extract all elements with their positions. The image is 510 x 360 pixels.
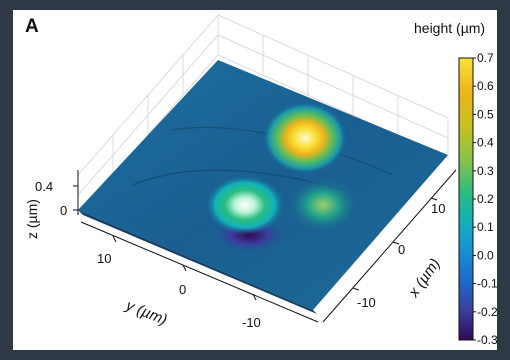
peak-feature-yellow — [263, 102, 347, 174]
colorbar-tick-label: 0.0 — [477, 248, 494, 262]
x-axis-label: x (µm) — [405, 255, 444, 301]
x-tick-label: -10 — [357, 295, 376, 310]
colorbar-tick-label: -0.1 — [477, 277, 497, 291]
peak-feature-small — [287, 177, 359, 233]
colorbar-tick-label: 0.7 — [477, 51, 494, 65]
colorbar-tick-label: -0.3 — [477, 333, 497, 347]
surface-plot: 0.4 0 z (µm) 10 0 -10 y (µm) 10 0 -10 x … — [24, 14, 497, 347]
figure-panel: A height (µm) — [13, 10, 497, 350]
x-axis — [322, 169, 457, 323]
surface — [78, 60, 448, 314]
z-axis — [73, 170, 79, 215]
colorbar-tick-label: 0.2 — [477, 192, 494, 206]
peak-feature-cyan — [205, 175, 285, 235]
colorbar-ticks: 0.7 0.6 0.5 0.4 0.3 0.2 0.1 0.0 -0.1 -0.2 -0.3 — [473, 51, 497, 347]
panel-label: A — [25, 16, 39, 37]
back-wall-grid — [77, 14, 449, 216]
colorbar-title: height (µm) — [414, 20, 486, 36]
x-tick-label: 10 — [431, 201, 445, 216]
colorbar-tick-label: 0.5 — [477, 107, 494, 121]
z-tick-label: 0.4 — [35, 179, 53, 194]
colorbar-gradient — [458, 57, 474, 341]
y-tick-label: 0 — [179, 282, 186, 297]
z-axis-label: z (µm) — [24, 199, 40, 239]
y-axis — [80, 221, 319, 323]
colorbar-tick-label: 0.6 — [477, 79, 494, 93]
colorbar: 0.7 0.6 0.5 0.4 0.3 0.2 0.1 0.0 -0.1 -0.2 -0.3 — [458, 51, 497, 347]
colorbar-tick-label: 0.1 — [477, 220, 494, 234]
colorbar-tick-label: -0.2 — [477, 305, 497, 319]
y-tick-label: 10 — [97, 251, 111, 266]
y-tick-label: -10 — [242, 315, 261, 330]
colorbar-tick-label: 0.4 — [477, 136, 494, 150]
x-tick-label: 0 — [398, 242, 405, 257]
y-axis-label: y (µm) — [123, 297, 170, 329]
colorbar-tick-label: 0.3 — [477, 164, 494, 178]
z-tick-label: 0 — [60, 203, 67, 218]
